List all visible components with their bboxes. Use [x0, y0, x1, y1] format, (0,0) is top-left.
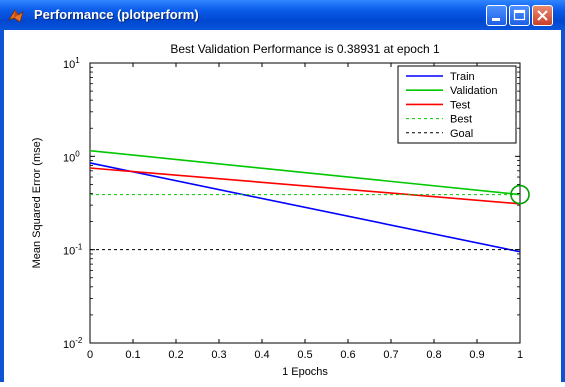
- minimize-icon: [492, 18, 500, 21]
- legend: Train Validation Test Best Goal: [397, 65, 517, 144]
- performance-chart: Best Validation Performance is 0.38931 a…: [31, 42, 530, 378]
- x-tick-label: 0.9: [469, 349, 484, 361]
- legend-label-best: Best: [450, 114, 472, 126]
- maximize-button[interactable]: [509, 5, 530, 26]
- x-tick-label: 0.7: [383, 349, 398, 361]
- x-tick-label: 0: [87, 349, 93, 361]
- legend-label-goal: Goal: [450, 128, 473, 140]
- y-tick-label: 10-1: [63, 243, 83, 258]
- x-axis-label: 1 Epochs: [282, 366, 328, 378]
- maximize-icon: [513, 9, 526, 21]
- legend-label-validation: Validation: [450, 85, 498, 97]
- window-title: Performance (plotperform): [34, 7, 199, 22]
- x-tick-label: 0.5: [297, 349, 312, 361]
- minimize-button[interactable]: [486, 5, 507, 26]
- x-tick-label: 0.1: [125, 349, 140, 361]
- legend-label-train: Train: [450, 71, 475, 83]
- x-tick-label: 0.6: [340, 349, 355, 361]
- chart-title: Best Validation Performance is 0.38931 a…: [170, 42, 440, 56]
- series-line-validation: [89, 149, 521, 196]
- x-tick-label: 0.2: [168, 349, 183, 361]
- y-tick-label: 101: [63, 56, 80, 71]
- close-icon: [537, 10, 548, 21]
- legend-label-test: Test: [450, 99, 470, 111]
- best-epoch-marker: [510, 184, 530, 205]
- close-button[interactable]: [532, 5, 553, 26]
- y-axis-label: Mean Squared Error (mse): [31, 138, 43, 269]
- y-tick-label: 10-2: [63, 336, 83, 351]
- matlab-icon[interactable]: [8, 8, 24, 24]
- figure-area: Best Validation Performance is 0.38931 a…: [4, 30, 561, 382]
- x-tick-label: 0.8: [426, 349, 441, 361]
- x-tick-label: 0.3: [211, 349, 226, 361]
- y-tick-label: 100: [63, 149, 80, 164]
- x-tick-label: 1: [517, 349, 523, 361]
- series-line-train: [89, 162, 521, 253]
- title-bar[interactable]: Performance (plotperform): [0, 0, 565, 30]
- x-tick-label: 0.4: [254, 349, 269, 361]
- series-line-test: [89, 167, 521, 205]
